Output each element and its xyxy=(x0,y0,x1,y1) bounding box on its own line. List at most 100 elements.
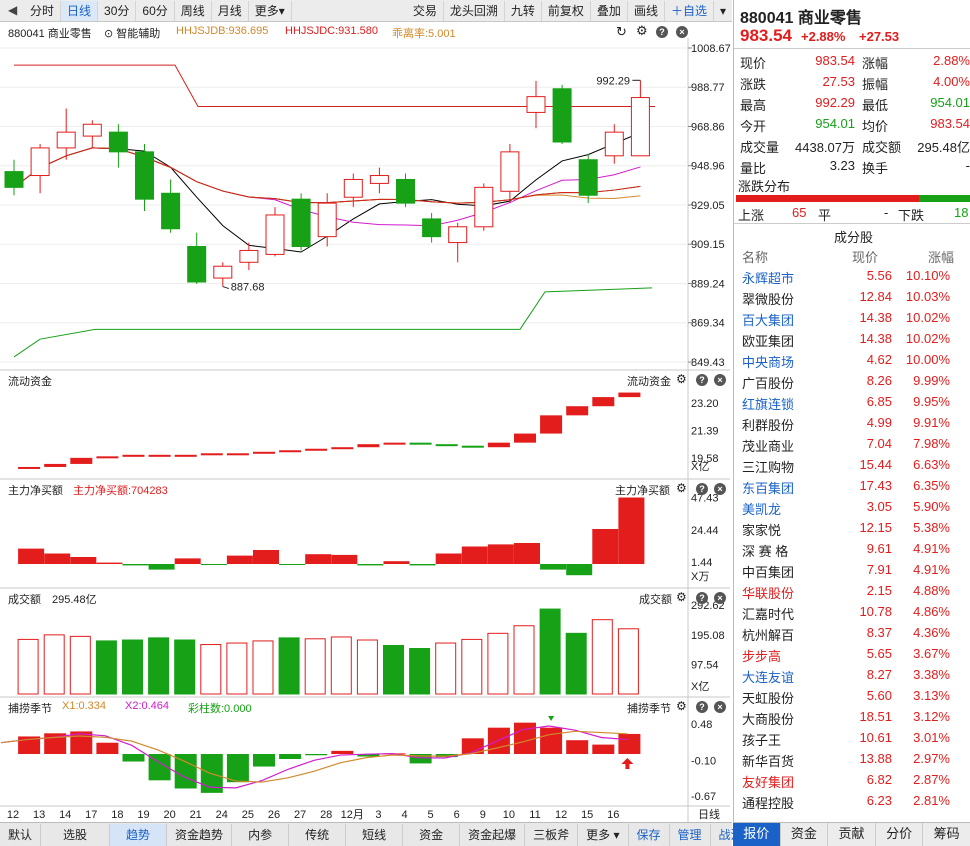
comp-row[interactable]: 茂业商业 7.04 7.98% xyxy=(740,434,970,455)
comp-row[interactable]: 天虹股份 5.60 3.13% xyxy=(740,686,970,707)
right-tab-price-dist[interactable]: 分价 xyxy=(876,823,924,846)
comp-row[interactable]: 广百股份 8.26 9.99% xyxy=(740,371,970,392)
flow-help-icon[interactable]: ? xyxy=(696,374,708,386)
comp-row[interactable]: 杭州解百 8.37 4.36% xyxy=(740,623,970,644)
comp-row[interactable]: 步步高 5.65 3.67% xyxy=(740,644,970,665)
panel-refresh-icon[interactable]: ↻ xyxy=(616,24,627,39)
tab-timeshare[interactable]: 分时 xyxy=(0,0,62,21)
comp-row[interactable]: 大商股份 18.51 3.12% xyxy=(740,707,970,728)
comp-row[interactable]: 汇嘉时代 10.78 4.86% xyxy=(740,602,970,623)
comp-header-price[interactable]: 现价 xyxy=(852,250,879,265)
save-button[interactable]: 保存 xyxy=(629,823,670,846)
manage-button[interactable]: 管理 xyxy=(670,823,711,846)
comp-row[interactable]: 深 赛 格 9.61 4.91% xyxy=(740,539,970,560)
draw-button[interactable]: 画线 xyxy=(628,0,665,21)
net-close-icon[interactable]: × xyxy=(714,483,726,495)
overlay-button[interactable]: 叠加 xyxy=(591,0,628,21)
comp-name[interactable]: 中百集团 xyxy=(742,565,795,580)
comp-row[interactable]: 欧亚集团 14.38 10.02% xyxy=(740,329,970,350)
bottom-tab-shortline[interactable]: 短线 xyxy=(346,823,404,846)
comp-row[interactable]: 三江购物 15.44 6.63% xyxy=(740,455,970,476)
bottom-tab-insider[interactable]: 内参 xyxy=(232,823,290,846)
comp-name[interactable]: 红旗连锁 xyxy=(742,397,795,412)
comp-row[interactable]: 永辉超市 5.56 10.10% xyxy=(740,266,970,287)
bottom-tab-pick[interactable]: 选股 xyxy=(41,823,111,846)
comp-row[interactable]: 利群股份 4.99 9.91% xyxy=(740,413,970,434)
comp-name[interactable]: 广百股份 xyxy=(742,376,795,391)
tab-60min[interactable]: 60分 xyxy=(136,0,175,21)
tab-more[interactable]: 更多▾ xyxy=(249,0,292,21)
comp-name[interactable]: 大连友谊 xyxy=(742,670,795,685)
season-close-icon[interactable]: × xyxy=(714,701,726,713)
comp-row[interactable]: 华联股份 2.15 4.88% xyxy=(740,581,970,602)
comp-row[interactable]: 东百集团 17.43 6.35% xyxy=(740,476,970,497)
comp-row[interactable]: 孩子王 10.61 3.01% xyxy=(740,728,970,749)
bottom-tab-three-axes[interactable]: 三板斧 xyxy=(525,823,579,846)
comp-name[interactable]: 通程控股 xyxy=(742,796,795,811)
bottom-tab-more[interactable]: 更多 ▾ xyxy=(578,823,629,846)
vol-settings-icon[interactable]: ⚙ xyxy=(676,590,687,604)
comp-name[interactable]: 翠微股份 xyxy=(742,292,795,307)
comp-name[interactable]: 中央商场 xyxy=(742,355,795,370)
comp-row[interactable]: 大连友谊 8.27 3.38% xyxy=(740,665,970,686)
comp-row[interactable]: 百大集团 14.38 10.02% xyxy=(740,308,970,329)
toolbar-more-icon[interactable]: ▾ xyxy=(719,3,726,18)
tab-30min[interactable]: 30分 xyxy=(98,0,137,21)
comp-row[interactable]: 翠微股份 12.84 10.03% xyxy=(740,287,970,308)
smart-assist-label[interactable]: ⊙ 智能辅助 xyxy=(104,28,161,40)
comp-name[interactable]: 永辉超市 xyxy=(742,271,795,286)
right-tab-chips[interactable]: 筹码 xyxy=(933,826,960,841)
tab-daily[interactable]: 日线 xyxy=(61,0,99,21)
season-help-icon[interactable]: ? xyxy=(696,701,708,713)
right-tab-contribution[interactable]: 贡献 xyxy=(828,823,876,846)
bottom-tab-fund-burst[interactable]: 资金起爆 xyxy=(460,823,526,846)
comp-row[interactable]: 友好集团 6.82 2.87% xyxy=(740,770,970,791)
vol-help-icon[interactable]: ? xyxy=(696,592,708,604)
right-tab-quote[interactable]: 报价 xyxy=(733,823,781,846)
comp-name[interactable]: 茂业商业 xyxy=(742,439,795,454)
panel-settings-icon[interactable]: ⚙ xyxy=(636,23,648,38)
comp-name[interactable]: 汇嘉时代 xyxy=(742,607,795,622)
right-tab-funds[interactable]: 资金 xyxy=(781,823,829,846)
comp-name[interactable]: 友好集团 xyxy=(742,775,795,790)
comp-name[interactable]: 天虹股份 xyxy=(742,691,795,706)
flow-close-icon[interactable]: × xyxy=(714,374,726,386)
vol-close-icon[interactable]: × xyxy=(714,592,726,604)
comp-name[interactable]: 步步高 xyxy=(742,649,782,664)
comp-name[interactable]: 欧亚集团 xyxy=(742,334,795,349)
tab-monthly[interactable]: 月线 xyxy=(212,0,249,21)
panel-help-icon[interactable]: ? xyxy=(656,26,668,38)
comp-name[interactable]: 杭州解百 xyxy=(742,628,795,643)
add-watchlist-button[interactable]: ＋自选 xyxy=(665,0,714,21)
bottom-tab-traditional[interactable]: 传统 xyxy=(289,823,347,846)
comp-name[interactable]: 三江购物 xyxy=(742,460,795,475)
comp-name[interactable]: 深 赛 格 xyxy=(742,544,789,559)
comp-row[interactable]: 中央商场 4.62 10.00% xyxy=(740,350,970,371)
tab-weekly[interactable]: 周线 xyxy=(175,0,212,21)
kline-chart[interactable]: 1008.67 988.77 968.86 948.96 929.05 909.15 889… xyxy=(0,0,732,822)
panel-close-icon[interactable]: × xyxy=(676,26,688,38)
bottom-tab-default[interactable]: 默认 xyxy=(0,823,42,846)
bottom-tab-fund-trend[interactable]: 资金趋势 xyxy=(167,823,233,846)
comp-row[interactable]: 红旗连锁 6.85 9.95% xyxy=(740,392,970,413)
trade-button[interactable]: 交易 xyxy=(407,0,444,21)
adjust-button[interactable]: 前复权 xyxy=(542,0,591,21)
net-help-icon[interactable]: ? xyxy=(696,483,708,495)
flow-settings-icon[interactable]: ⚙ xyxy=(676,372,687,386)
bottom-tab-funds[interactable]: 资金 xyxy=(403,823,461,846)
comp-name[interactable]: 孩子王 xyxy=(742,733,782,748)
season-settings-icon[interactable]: ⚙ xyxy=(676,699,687,713)
nine-turn-button[interactable]: 九转 xyxy=(505,0,542,21)
comp-name[interactable]: 华联股份 xyxy=(742,586,795,601)
comp-name[interactable]: 东百集团 xyxy=(742,481,795,496)
comp-header-pct[interactable]: 涨幅 xyxy=(928,250,955,265)
dragon-review-button[interactable]: 龙头回溯 xyxy=(444,0,505,21)
comp-header-name[interactable]: 名称 xyxy=(742,250,769,265)
comp-name[interactable]: 家家悦 xyxy=(742,523,782,538)
bottom-tab-trend[interactable]: 趋势 xyxy=(110,823,168,846)
comp-name[interactable]: 新华百货 xyxy=(742,754,795,769)
comp-name[interactable]: 大商股份 xyxy=(742,712,795,727)
comp-row[interactable]: 家家悦 12.15 5.38% xyxy=(740,518,970,539)
comp-row[interactable]: 美凯龙 3.05 5.90% xyxy=(740,497,970,518)
net-settings-icon[interactable]: ⚙ xyxy=(676,481,687,495)
